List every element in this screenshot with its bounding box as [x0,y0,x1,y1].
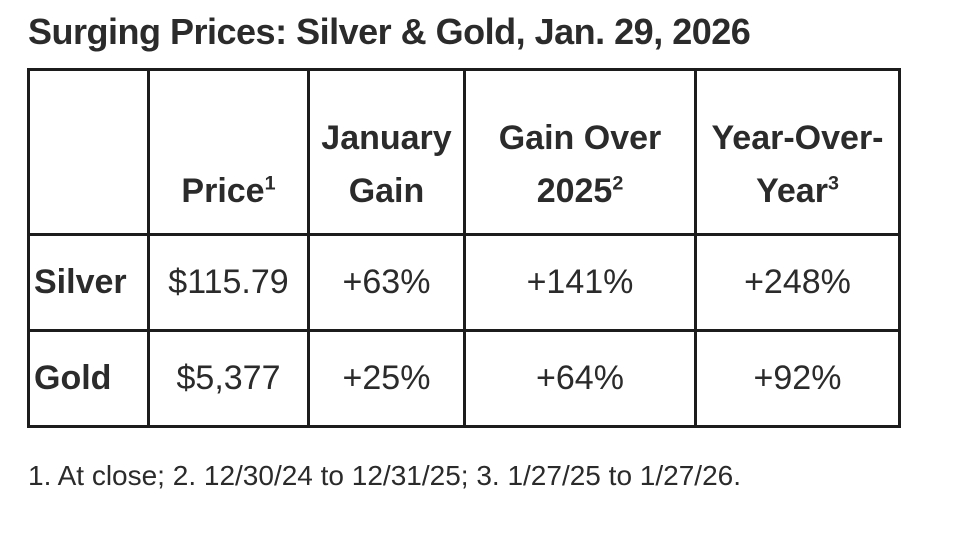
header-label: Gain [348,171,425,210]
silver-price-cell: $115.79 [147,233,310,333]
header-line-2: 20252 [468,165,692,218]
gold-gain-over-2025-cell: +64% [463,329,697,429]
row-label-gold: Gold [27,329,150,429]
header-row: Price1 January Gain Gain Over 20252 Year… [27,68,901,237]
table-row-silver: Silver $115.79 +63% +141% +248% [27,233,901,333]
header-line-2: Year3 [699,165,896,218]
header-label: 2025 [536,171,613,210]
header-cell-blank [27,68,150,237]
page-title: Surging Prices: Silver & Gold, Jan. 29, … [28,11,751,52]
header-cell-gain-over-2025: Gain Over 20252 [463,68,697,237]
silver-year-over-year-cell: +248% [694,233,901,333]
silver-january-gain-cell: +63% [307,233,466,333]
header-footnote-marker: 1 [264,172,276,195]
gold-price-cell: $5,377 [147,329,310,429]
header-footnote-marker: 3 [827,172,839,195]
page: Surging Prices: Silver & Gold, Jan. 29, … [0,10,963,534]
header-line-1: Year-Over- [711,118,884,157]
header-cell-year-over-year: Year-Over- Year3 [694,68,901,237]
header-line-1: Gain Over [498,118,662,157]
header-label: Year [756,171,828,210]
prices-table: Price1 January Gain Gain Over 20252 Year… [27,68,901,429]
header-cell-january-gain: January Gain [307,68,466,237]
footnote: 1. At close; 2. 12/30/24 to 12/31/25; 3.… [28,460,741,492]
row-label-silver: Silver [27,233,150,333]
gold-january-gain-cell: +25% [307,329,466,429]
header-footnote-marker: 2 [612,172,624,195]
silver-gain-over-2025-cell: +141% [463,233,697,333]
header-cell-price: Price1 [147,68,310,237]
header-line-2: Price1 [152,165,305,218]
gold-year-over-year-cell: +92% [694,329,901,429]
header-line-2: Gain [312,165,461,218]
table-row-gold: Gold $5,377 +25% +64% +92% [27,329,901,429]
header-label: Price [181,171,265,210]
header-line-1: January [321,118,452,157]
